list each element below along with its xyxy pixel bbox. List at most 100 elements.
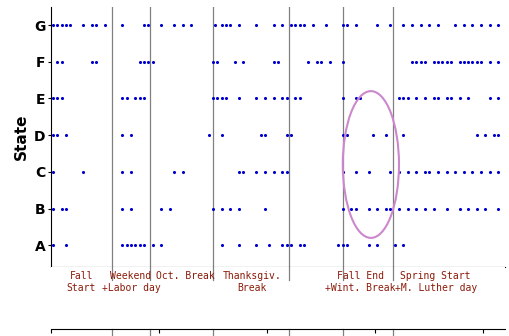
- Point: [118, 96, 126, 101]
- Point: [442, 169, 450, 174]
- Point: [338, 243, 346, 248]
- Point: [472, 206, 480, 211]
- Point: [450, 23, 459, 28]
- Point: [347, 206, 355, 211]
- Text: Fall End
+Wint. Break: Fall End +Wint. Break: [324, 271, 394, 293]
- Point: [261, 132, 269, 138]
- Point: [394, 96, 402, 101]
- Point: [338, 23, 346, 28]
- Point: [312, 59, 320, 65]
- Point: [433, 59, 441, 65]
- Point: [442, 59, 450, 65]
- Point: [79, 169, 88, 174]
- Point: [261, 206, 269, 211]
- Point: [463, 59, 471, 65]
- Point: [217, 96, 225, 101]
- Point: [211, 23, 219, 28]
- Point: [226, 23, 234, 28]
- Point: [420, 206, 428, 211]
- Point: [476, 169, 484, 174]
- Point: [170, 169, 178, 174]
- Point: [433, 169, 441, 174]
- Point: [88, 59, 96, 65]
- Point: [416, 23, 424, 28]
- Point: [364, 206, 372, 211]
- Point: [394, 169, 402, 174]
- Point: [269, 59, 277, 65]
- Point: [476, 23, 484, 28]
- Point: [420, 96, 428, 101]
- Point: [385, 169, 393, 174]
- Point: [62, 206, 70, 211]
- Point: [157, 243, 165, 248]
- Point: [235, 96, 243, 101]
- Point: [493, 132, 501, 138]
- Point: [135, 96, 144, 101]
- Text: Spring Start
+M. Luther day: Spring Start +M. Luther day: [394, 271, 476, 293]
- Point: [411, 169, 419, 174]
- Point: [139, 59, 148, 65]
- Point: [425, 169, 433, 174]
- Point: [209, 59, 217, 65]
- Point: [148, 59, 156, 65]
- Point: [58, 23, 66, 28]
- Point: [118, 243, 126, 248]
- Point: [303, 59, 312, 65]
- Text: Oct. Break: Oct. Break: [155, 271, 214, 281]
- Point: [122, 96, 130, 101]
- Point: [385, 206, 393, 211]
- Point: [58, 96, 66, 101]
- Point: [221, 96, 230, 101]
- Point: [459, 59, 467, 65]
- Point: [118, 132, 126, 138]
- Point: [343, 243, 351, 248]
- Point: [463, 206, 471, 211]
- Point: [49, 206, 57, 211]
- Point: [88, 23, 96, 28]
- Text: Fall
Start: Fall Start: [67, 271, 96, 293]
- Point: [286, 243, 294, 248]
- Point: [472, 59, 480, 65]
- Point: [62, 132, 70, 138]
- Point: [62, 23, 70, 28]
- Point: [351, 206, 359, 211]
- Point: [446, 96, 454, 101]
- Point: [373, 23, 381, 28]
- Point: [485, 23, 493, 28]
- Point: [277, 169, 286, 174]
- Point: [308, 23, 316, 28]
- Point: [291, 96, 299, 101]
- Point: [217, 132, 225, 138]
- Point: [131, 243, 139, 248]
- Point: [463, 96, 471, 101]
- Point: [399, 243, 407, 248]
- Point: [92, 59, 100, 65]
- Point: [480, 206, 489, 211]
- Point: [385, 23, 393, 28]
- Point: [269, 96, 277, 101]
- Point: [472, 132, 480, 138]
- Point: [411, 59, 419, 65]
- Point: [252, 96, 260, 101]
- Point: [49, 132, 57, 138]
- Point: [170, 23, 178, 28]
- Point: [493, 23, 501, 28]
- Point: [368, 132, 376, 138]
- Point: [485, 96, 493, 101]
- Point: [373, 206, 381, 211]
- Point: [235, 23, 243, 28]
- Point: [58, 206, 66, 211]
- Point: [420, 169, 428, 174]
- Point: [217, 206, 225, 211]
- Point: [485, 59, 493, 65]
- Point: [49, 23, 57, 28]
- Point: [204, 132, 212, 138]
- Point: [399, 132, 407, 138]
- Point: [364, 169, 372, 174]
- Point: [66, 23, 74, 28]
- Point: [355, 96, 363, 101]
- Point: [277, 96, 286, 101]
- Text: Weekend
+Labor day: Weekend +Labor day: [101, 271, 160, 293]
- Point: [343, 132, 351, 138]
- Point: [92, 23, 100, 28]
